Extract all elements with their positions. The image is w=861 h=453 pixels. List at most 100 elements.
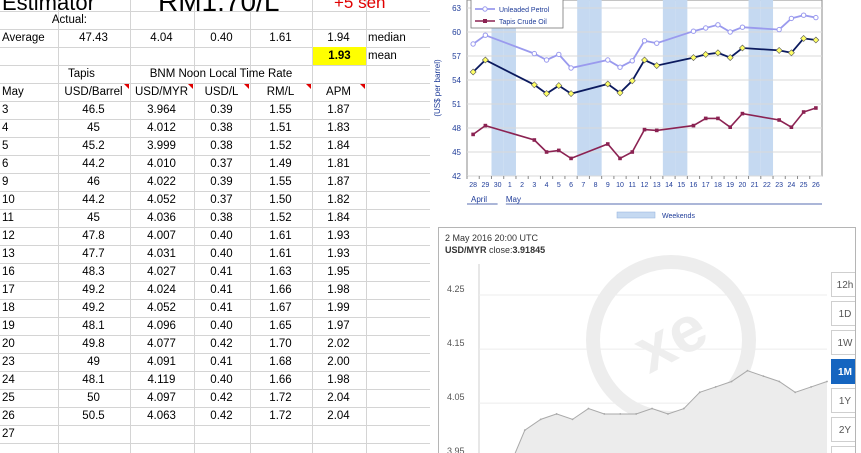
table-cell: 1.97 [327,320,350,332]
diesel-point [690,54,697,62]
column-header: USD/MYR [134,86,189,98]
table-cell: 4.027 [147,266,176,278]
fx-point [523,429,526,432]
range-button-12h[interactable]: 12h [831,272,855,297]
table-cell: 1.84 [327,140,350,152]
tapis-crude-oil-point [618,156,622,161]
table-cell: 0.40 [210,230,233,242]
fx-point [714,386,717,388]
table-cell: 2.02 [327,338,350,350]
mean-apm: 1.93 [313,47,366,65]
tapis-crude-oil-point [544,150,549,154]
y-tick-label: 48 [452,124,461,133]
legend-marker-petrol [482,6,488,12]
comment-marker [244,84,249,89]
fx-point [635,413,638,415]
comment-marker [124,84,129,89]
row-day: 26 [2,410,15,422]
table-cell: 1.93 [327,230,350,242]
tapis-crude-oil-point [789,125,794,129]
table-cell: 4.119 [147,374,176,386]
table-cell [196,425,247,443]
range-button-5y[interactable]: 5Y [831,446,855,453]
oil-price-chart[interactable]: 42 45 48 51 54 57 60 63 (US$ per barrel) 28 29 30 1 2… [430,0,861,228]
table-cell: 46 [87,176,100,188]
tapis-crude-oil-point [740,111,745,116]
row-day: 3 [2,104,9,116]
range-button-1w[interactable]: 1W [831,330,855,355]
unleaded-petrol-point [543,57,550,63]
diesel-point [543,90,550,98]
y-tick-label: 51 [452,100,461,109]
table-cell: 0.40 [210,320,233,332]
table-cell: 0.39 [210,104,233,116]
bnm-header: BNM Noon Local Time Rate [149,68,293,80]
table-cell: 2.00 [327,356,350,368]
spreadsheet[interactable]: Estimator RM1.70/L +5 sen Actual: Average 47.… [0,0,430,453]
unleaded-petrol-point [568,65,574,71]
table-cell: 49.2 [82,284,105,296]
table-cell: 0.39 [210,176,233,188]
table-cell: 0.41 [210,356,233,368]
x-tick-label: 9 [606,182,610,189]
table-cell: 1.52 [269,212,292,224]
table-cell: 47.8 [82,230,105,242]
y-tick-label: 54 [452,76,461,85]
table-cell: 0.41 [210,284,233,296]
tapis-crude-oil-point [654,128,659,133]
table-cell: 0.42 [210,338,233,350]
table-cell: 4.091 [147,356,176,368]
y-tick-label: 63 [452,4,461,13]
x-tick-label: 2 [520,182,524,189]
table-cell: 0.37 [210,194,233,206]
fx-chart-panel[interactable]: 4.25 4.15 4.05 3.95 xe 2 May 2016 20:00 UTC … [438,227,856,453]
table-cell: 4.097 [147,392,176,404]
table-cell: 45.2 [82,140,105,152]
y-tick-label: 57 [452,52,461,61]
diesel-point [812,36,820,44]
row-day: 27 [2,428,15,440]
x-tick-label: 24 [787,182,795,189]
table-cell: 1.51 [269,122,292,134]
estimator-value: RM1.70/L [158,0,280,17]
range-button-2y[interactable]: 2Y [831,417,855,442]
table-cell: 1.66 [269,374,292,386]
weekend-band [577,0,590,176]
diesel-point [653,62,661,70]
table-cell: 4.063 [147,410,176,422]
range-button-1y[interactable]: 1Y [831,388,855,413]
weekend-band [675,0,688,176]
table-cell: 4.077 [147,338,176,350]
table-cell: 4.022 [147,176,176,188]
diesel-point [567,90,575,98]
tapis-crude-oil-point [483,123,488,128]
diesel-point [787,49,795,57]
table-cell: 4.010 [147,158,176,170]
unleaded-petrol-point [788,15,795,22]
table-cell: 1.66 [269,284,292,296]
row-day: 12 [2,230,15,242]
diesel-point [800,34,808,42]
table-cell: 1.83 [327,122,350,134]
table-cell: 0.40 [210,374,233,386]
range-button-1m[interactable]: 1M [831,359,855,384]
table-cell: 4.052 [147,302,176,314]
range-button-1d[interactable]: 1D [831,301,855,326]
fx-chart-svg: 4.25 4.15 4.05 3.95 xe [447,255,828,453]
x-tick-label: 19 [726,182,734,189]
table-cell: 0.37 [210,158,233,170]
weekend-legend-label: Weekends [662,213,695,220]
x-tick-label: 8 [594,182,598,189]
fx-point [698,391,701,394]
comment-marker [306,84,311,89]
tapis-crude-oil-point [630,150,635,154]
tapis-crude-oil-point [557,148,561,153]
table-cell: 45 [87,212,100,224]
tapis-crude-oil-point [471,132,475,137]
table-cell: 1.98 [327,284,350,296]
tapis-crude-oil-point [569,156,573,161]
fx-y-tick-label: 4.15 [447,338,465,348]
table-cell: 1.84 [327,212,350,224]
legend-label-petrol: Unleaded Petrol [499,7,550,14]
table-cell: 46.5 [82,104,105,116]
